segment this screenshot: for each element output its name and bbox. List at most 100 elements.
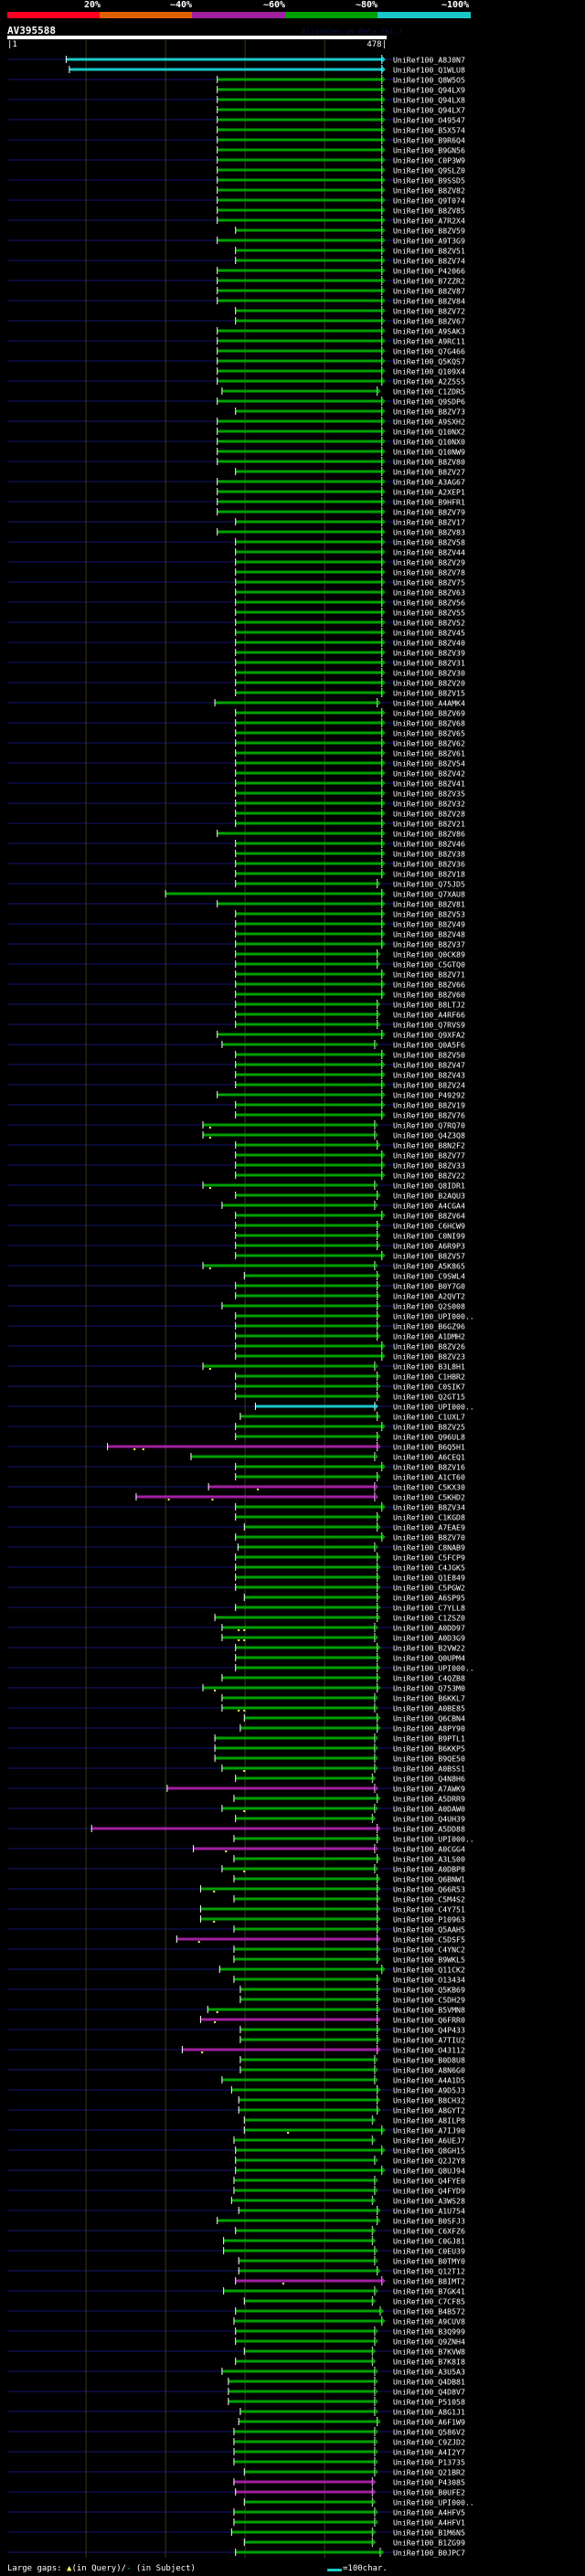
hit-label[interactable]: UniRef100_B8ZV35: [393, 790, 465, 799]
hit-label[interactable]: UniRef100_A0BE85: [393, 1704, 465, 1713]
hit-label[interactable]: UniRef100_B8ZV38: [393, 850, 465, 859]
hit-label[interactable]: UniRef100_Q12T12: [393, 2267, 465, 2276]
hit-label[interactable]: UniRef100_Q6FRR0: [393, 2016, 465, 2025]
hit-label[interactable]: UniRef100_B8ZV39: [393, 649, 465, 658]
hit-label[interactable]: UniRef100_B6Q5H1: [393, 1443, 465, 1452]
hit-label[interactable]: UniRef100_A9RC11: [393, 337, 465, 346]
hit-label[interactable]: UniRef100_C6XFZ6: [393, 2227, 465, 2236]
hit-label[interactable]: UniRef100_Q8W5O5: [393, 76, 465, 85]
hit-label[interactable]: UniRef100_A0D3G9: [393, 1634, 465, 1643]
hit-label[interactable]: UniRef100_C7YLL8: [393, 1604, 465, 1613]
hit-label[interactable]: UniRef100_C0EU39: [393, 2247, 465, 2256]
hit-label[interactable]: UniRef100_Q109X4: [393, 367, 465, 376]
hit-label[interactable]: UniRef100_B8ZV36: [393, 860, 465, 869]
hit-label[interactable]: UniRef100_B0TMY0: [393, 2257, 465, 2266]
hit-label[interactable]: UniRef100_B5X574: [393, 126, 465, 135]
hit-label[interactable]: UniRef100_C4Y751: [393, 1905, 465, 1914]
hit-label[interactable]: UniRef100_B8ZV53: [393, 910, 465, 919]
hit-label[interactable]: UniRef100_B8ZV26: [393, 1342, 465, 1352]
hit-label[interactable]: UniRef100_B8ZV16: [393, 1463, 465, 1472]
hit-label[interactable]: UniRef100_A0BSS1: [393, 1765, 465, 1774]
hit-label[interactable]: UniRef100_A2QVT2: [393, 1292, 465, 1301]
hit-label[interactable]: UniRef100_A2Z5S5: [393, 377, 465, 387]
hit-label[interactable]: UniRef100_A5K865: [393, 1262, 465, 1271]
hit-label[interactable]: UniRef100_B8ZV57: [393, 1252, 465, 1261]
hit-label[interactable]: UniRef100_Q11CK2: [393, 1966, 465, 1975]
hit-label[interactable]: UniRef100_A3AG67: [393, 478, 465, 487]
hit-label[interactable]: UniRef100_A0DBP8: [393, 1865, 465, 1874]
hit-label[interactable]: UniRef100_B8ZV74: [393, 257, 465, 266]
hit-label[interactable]: UniRef100_A0DD97: [393, 1624, 465, 1633]
hit-label[interactable]: UniRef100_B8ZV56: [393, 599, 465, 608]
hit-label[interactable]: UniRef100_B8ZV71: [393, 970, 465, 980]
hit-label[interactable]: UniRef100_O43112: [393, 2046, 465, 2055]
hit-label[interactable]: UniRef100_C5M4S2: [393, 1895, 465, 1904]
hit-label[interactable]: UniRef100_Q7XAU8: [393, 890, 465, 899]
hit-label[interactable]: UniRef100_B8ZV25: [393, 1423, 465, 1432]
hit-label[interactable]: UniRef100_C1HBR2: [393, 1373, 465, 1382]
hit-label[interactable]: UniRef100_B8ZV30: [393, 669, 465, 678]
hit-label[interactable]: UniRef100_B8ZV58: [393, 538, 465, 547]
hit-label[interactable]: UniRef100_B8ZV22: [393, 1171, 465, 1181]
hit-label[interactable]: UniRef100_B8ZV46: [393, 840, 465, 849]
hit-label[interactable]: UniRef100_A9SAK3: [393, 327, 465, 336]
hit-label[interactable]: UniRef100_B4B572: [393, 2307, 465, 2316]
hit-label[interactable]: UniRef100_B8ZV87: [393, 287, 465, 296]
hit-label[interactable]: UniRef100_C4QZB8: [393, 1674, 465, 1683]
hit-label[interactable]: UniRef100_Q9ZNH4: [393, 2337, 465, 2347]
hit-label[interactable]: UniRef100_A8G1J1: [393, 2408, 465, 2417]
hit-label[interactable]: UniRef100_P13735: [393, 2458, 465, 2467]
hit-label[interactable]: UniRef100_C5PGW2: [393, 1584, 465, 1593]
hit-label[interactable]: UniRef100_A3LS00: [393, 1855, 465, 1864]
hit-label[interactable]: UniRef100_B8ZV24: [393, 1081, 465, 1090]
hit-label[interactable]: UniRef100_B0D8U8: [393, 2056, 465, 2065]
hit-label[interactable]: UniRef100_C1KGD8: [393, 1513, 465, 1522]
hit-label[interactable]: UniRef100_Q2J2Y8: [393, 2157, 465, 2166]
hit-label[interactable]: UniRef100_Q10NW9: [393, 448, 465, 457]
hit-label[interactable]: UniRef100_B8ZV65: [393, 729, 465, 738]
hit-label[interactable]: UniRef100_UPI000..: [393, 2498, 474, 2507]
hit-label[interactable]: UniRef100_Q94LX9: [393, 86, 465, 95]
hit-label[interactable]: UniRef100_B8ZV67: [393, 317, 465, 326]
hit-label[interactable]: UniRef100_C9ZJD2: [393, 2438, 465, 2447]
hit-label[interactable]: UniRef100_B8ZV85: [393, 207, 465, 216]
hit-label[interactable]: UniRef100_B8CH32: [393, 2096, 465, 2105]
hit-label[interactable]: UniRef100_Q2GT15: [393, 1393, 465, 1402]
hit-label[interactable]: UniRef100_A6F1W9: [393, 2418, 465, 2427]
hit-label[interactable]: UniRef100_Q4DB81: [393, 2378, 465, 2387]
hit-label[interactable]: UniRef100_C5DH29: [393, 1996, 465, 2005]
hit-label[interactable]: UniRef100_C5KHD2: [393, 1493, 465, 1502]
hit-label[interactable]: UniRef100_B7K8I8: [393, 2358, 465, 2367]
hit-label[interactable]: UniRef100_Q8IDR1: [393, 1182, 465, 1191]
hit-label[interactable]: UniRef100_B8ZV83: [393, 528, 465, 537]
hit-label[interactable]: UniRef100_A5DD88: [393, 1825, 465, 1834]
hit-label[interactable]: UniRef100_A7IJ90: [393, 2126, 465, 2136]
hit-label[interactable]: UniRef100_Q9T074: [393, 196, 465, 206]
hit-label[interactable]: UniRef100_B3L8H1: [393, 1362, 465, 1372]
hit-label[interactable]: UniRef100_B8ZV64: [393, 1212, 465, 1221]
hit-label[interactable]: UniRef100_Q96UL8: [393, 1433, 465, 1442]
hit-label[interactable]: UniRef100_B8ZV37: [393, 940, 465, 949]
hit-label[interactable]: UniRef100_B8ZV63: [393, 588, 465, 598]
hit-label[interactable]: UniRef100_B8ZV62: [393, 739, 465, 748]
hit-label[interactable]: UniRef100_B8ZV18: [393, 870, 465, 879]
hit-label[interactable]: UniRef100_B8ZV29: [393, 558, 465, 567]
hit-label[interactable]: UniRef100_B8ZV20: [393, 679, 465, 688]
hit-label[interactable]: UniRef100_A4AMK4: [393, 699, 465, 708]
hit-label[interactable]: UniRef100_C1UXL7: [393, 1413, 465, 1422]
hit-label[interactable]: UniRef100_A4RF66: [393, 1011, 465, 1020]
hit-label[interactable]: UniRef100_C5GTQ0: [393, 960, 465, 970]
hit-label[interactable]: UniRef100_B0Y7G0: [393, 1282, 465, 1291]
hit-label[interactable]: UniRef100_Q4FYD9: [393, 2187, 465, 2196]
hit-label[interactable]: UniRef100_A8N6G0: [393, 2066, 465, 2075]
hit-label[interactable]: UniRef100_B2VW22: [393, 1644, 465, 1653]
hit-label[interactable]: UniRef100_O49547: [393, 116, 465, 125]
hit-label[interactable]: UniRef100_A7AWK9: [393, 1785, 465, 1794]
hit-label[interactable]: UniRef100_B8ZV55: [393, 609, 465, 618]
hit-label[interactable]: UniRef100_P42066: [393, 267, 465, 276]
hit-label[interactable]: UniRef100_B2AQU3: [393, 1192, 465, 1201]
hit-label[interactable]: UniRef100_Q5KQS7: [393, 357, 465, 366]
hit-label[interactable]: UniRef100_Q94LX7: [393, 106, 465, 115]
hit-label[interactable]: UniRef100_Q4P433: [393, 2026, 465, 2035]
hit-label[interactable]: UniRef100_A7R2X4: [393, 217, 465, 226]
